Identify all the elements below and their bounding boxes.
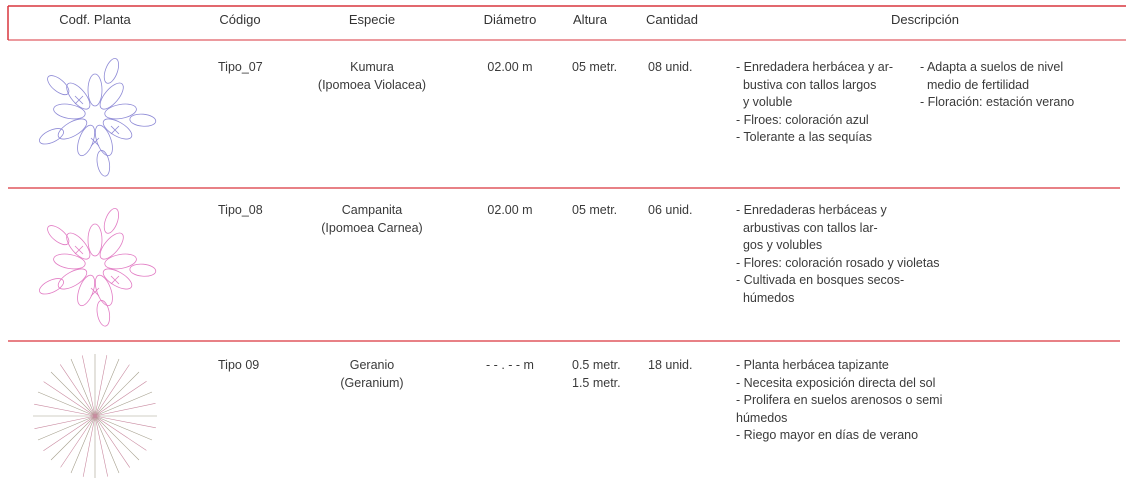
diameter: 02.00 m bbox=[487, 60, 533, 74]
description-line: - Enredaderas herbáceas y bbox=[736, 203, 887, 217]
description-line: y voluble bbox=[736, 95, 793, 109]
description-line: - Riego mayor en días de verano bbox=[736, 428, 919, 442]
description-line: húmedos bbox=[736, 410, 788, 425]
height: 1.5 metr. bbox=[572, 375, 621, 390]
description-line: - Planta herbácea tapizante bbox=[736, 358, 889, 372]
description-line: - Floración: estación verano bbox=[920, 95, 1075, 109]
code: Tipo 09 bbox=[218, 358, 260, 372]
description-line: medio de fertilidad bbox=[920, 77, 1030, 92]
description-line: húmedos bbox=[736, 290, 795, 305]
diameter: - - . - - m bbox=[486, 358, 534, 372]
code: Tipo_08 bbox=[218, 203, 263, 217]
code: Tipo_07 bbox=[218, 60, 263, 74]
height: 0.5 metr. bbox=[572, 358, 621, 372]
species: Kumura bbox=[350, 60, 394, 74]
description-line: - Tolerante a las sequías bbox=[736, 130, 872, 144]
description-line: - Cultivada en bosques secos- bbox=[736, 273, 905, 287]
description-line: - Flores: coloración rosado y violetas bbox=[736, 255, 940, 270]
column-header: Diámetro bbox=[483, 12, 537, 27]
species: (Ipomoea Violacea) bbox=[317, 77, 427, 92]
quantity: 06 unid. bbox=[648, 203, 693, 217]
description-line: - Prolifera en suelos arenosos o semi bbox=[736, 393, 943, 407]
column-header: Codf. Planta bbox=[59, 12, 131, 27]
column-header: Cantidad bbox=[645, 12, 699, 27]
species: (Geranium) bbox=[340, 375, 404, 390]
description-line: bustiva con tallos largos bbox=[736, 77, 877, 92]
description-line: - Flroes: coloración azul bbox=[736, 112, 869, 127]
column-header: Altura bbox=[573, 12, 607, 27]
column-header: Código bbox=[219, 12, 261, 27]
height: 05 metr. bbox=[572, 60, 618, 74]
diameter: 02.00 m bbox=[487, 203, 533, 217]
description-line: gos y volubles bbox=[736, 238, 823, 252]
quantity: 18 unid. bbox=[648, 358, 693, 372]
description-line: - Adapta a suelos de nivel bbox=[920, 60, 1064, 74]
description-line: - Necesita exposición directa del sol bbox=[736, 375, 936, 390]
column-header: Especie bbox=[348, 12, 396, 27]
plant-icon bbox=[36, 206, 157, 328]
description-line: arbustivas con tallos lar- bbox=[736, 220, 878, 235]
quantity: 08 unid. bbox=[648, 60, 693, 74]
column-header: Descripción bbox=[891, 12, 959, 27]
species: Campanita bbox=[341, 203, 403, 217]
height: 05 metr. bbox=[572, 203, 618, 217]
species: (Ipomoea Carnea) bbox=[321, 220, 423, 235]
description-line: - Enredadera herbácea y ar- bbox=[736, 60, 894, 74]
species: Geranio bbox=[349, 358, 395, 372]
plant-icon bbox=[36, 56, 157, 178]
